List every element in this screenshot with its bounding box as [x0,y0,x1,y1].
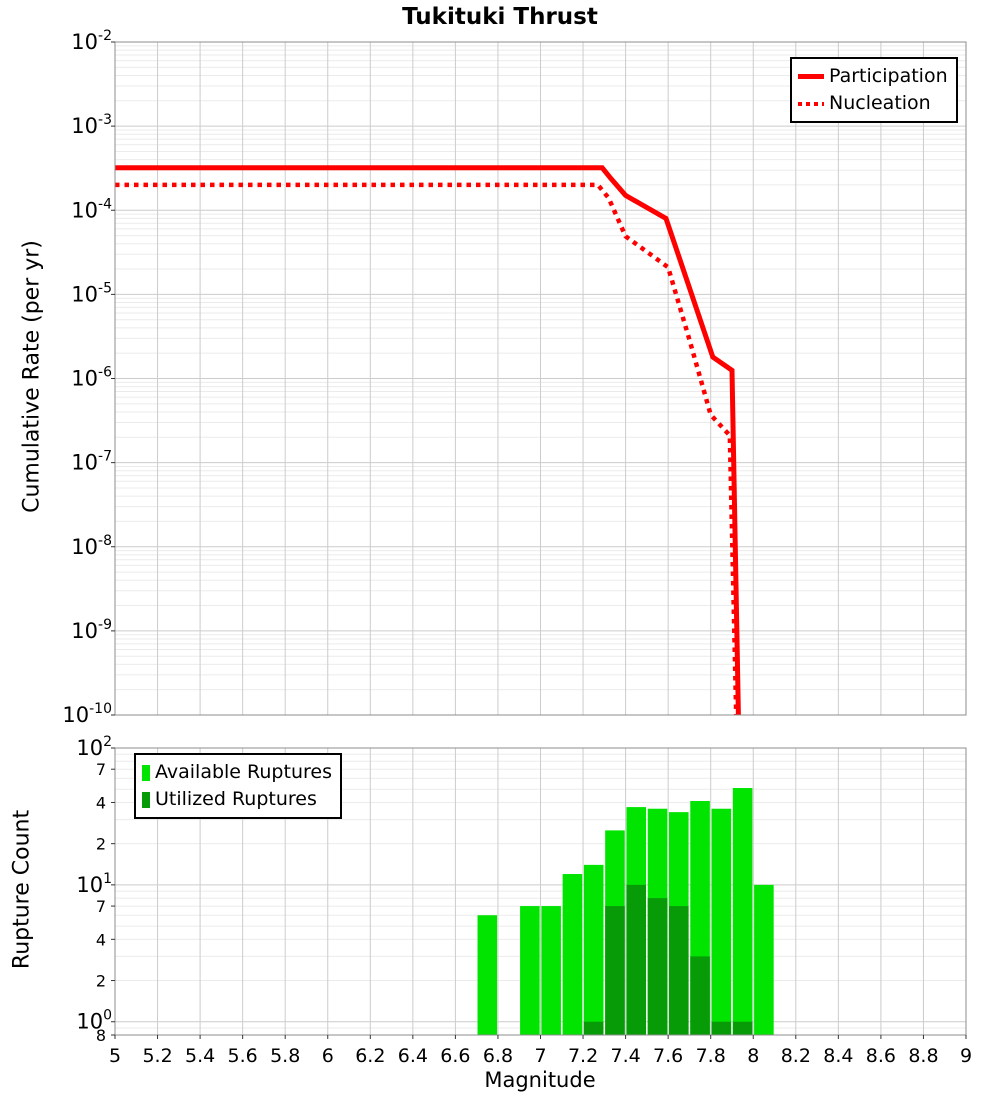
available-bar [583,864,604,1035]
nucleation-line [115,182,739,716]
utilized-bar [690,956,710,1035]
legend-label: Available Ruptures [155,761,332,783]
svg-text:6.2: 6.2 [355,1045,385,1067]
chart-title: Tukituki Thrust [402,4,598,30]
svg-text:8.6: 8.6 [866,1045,896,1067]
svg-text:6.4: 6.4 [398,1045,428,1067]
available-bar [477,915,498,1035]
top-y-tick-labels: 10-2 10-3 10-4 10-5 10-6 10-7 10-8 10-9 10-10 [62,28,115,727]
available-swatch-icon [142,764,150,781]
svg-text:7: 7 [96,760,106,779]
svg-text:10-9: 10-9 [71,617,112,643]
legend-label: Utilized Ruptures [155,788,317,810]
svg-text:4: 4 [96,930,106,949]
svg-text:10-8: 10-8 [71,533,112,559]
available-bar [732,788,753,1035]
svg-text:6: 6 [322,1045,334,1067]
dotted-line-swatch-icon [798,101,824,106]
svg-text:8: 8 [96,1026,106,1045]
legend-item-available: Available Ruptures [142,759,332,786]
utilized-bar [711,1021,732,1035]
svg-text:101: 101 [76,871,112,897]
available-bar [754,884,774,1035]
svg-text:8.4: 8.4 [823,1045,853,1067]
svg-text:7: 7 [534,1045,546,1067]
svg-text:5.8: 5.8 [270,1045,300,1067]
utilized-bar [669,906,689,1035]
svg-text:10-4: 10-4 [71,196,112,222]
svg-text:7.4: 7.4 [610,1045,640,1067]
svg-text:9: 9 [960,1045,972,1067]
svg-text:8: 8 [747,1045,759,1067]
svg-text:10-5: 10-5 [71,280,112,306]
rate-lines [115,165,741,716]
utilized-bar [732,1021,753,1035]
svg-text:10-10: 10-10 [62,701,112,727]
svg-text:10-6: 10-6 [71,365,112,391]
rupture-bars [477,788,774,1035]
svg-text:5.6: 5.6 [228,1045,258,1067]
utilized-swatch-icon [142,791,150,808]
svg-text:100: 100 [76,1008,112,1034]
y-axis-label-count: Rupture Count [9,809,35,970]
svg-text:10-7: 10-7 [71,449,112,475]
available-bar [520,906,540,1035]
svg-text:5: 5 [109,1045,121,1067]
legend-item-utilized: Utilized Ruptures [142,786,332,813]
utilized-bar [626,884,647,1035]
svg-text:10-2: 10-2 [71,28,112,54]
utilized-bar [605,906,625,1035]
svg-text:7: 7 [96,897,106,916]
svg-text:6.6: 6.6 [440,1045,470,1067]
svg-text:7.6: 7.6 [653,1045,683,1067]
svg-text:7.8: 7.8 [696,1045,726,1067]
svg-text:7.2: 7.2 [568,1045,598,1067]
svg-text:5.2: 5.2 [142,1045,172,1067]
utilized-bar [583,1021,604,1035]
svg-text:10-3: 10-3 [71,112,112,138]
legend-rates: Participation Nucleation [790,57,958,123]
utilized-bar [647,898,668,1035]
available-bar [562,874,583,1035]
legend-ruptures: Available Ruptures Utilized Ruptures [134,753,342,819]
participation-line [115,165,741,716]
svg-text:8.8: 8.8 [908,1045,938,1067]
legend-label: Nucleation [829,92,931,114]
svg-text:2: 2 [96,835,106,854]
top-panel-grid [114,41,967,716]
solid-line-swatch-icon [798,74,824,79]
legend-label: Participation [829,65,948,87]
svg-text:2: 2 [96,972,106,991]
svg-text:5.4: 5.4 [185,1045,215,1067]
svg-text:4: 4 [96,793,106,812]
available-bar [711,808,732,1035]
x-tick-labels: 5 5.2 5.4 5.6 5.8 6 6.2 6.4 6.6 6.8 7 7.2 7.4 7.6 7.8 8… [109,1035,972,1067]
available-bar [541,906,561,1035]
legend-item-participation: Participation [798,63,948,90]
x-axis-label-magnitude: Magnitude [484,1068,596,1092]
svg-text:6.8: 6.8 [483,1045,513,1067]
svg-text:102: 102 [76,734,112,760]
y-axis-label-rate: Cumulative Rate (per yr) [19,240,45,513]
legend-item-nucleation: Nucleation [798,90,948,117]
svg-text:8.2: 8.2 [781,1045,811,1067]
